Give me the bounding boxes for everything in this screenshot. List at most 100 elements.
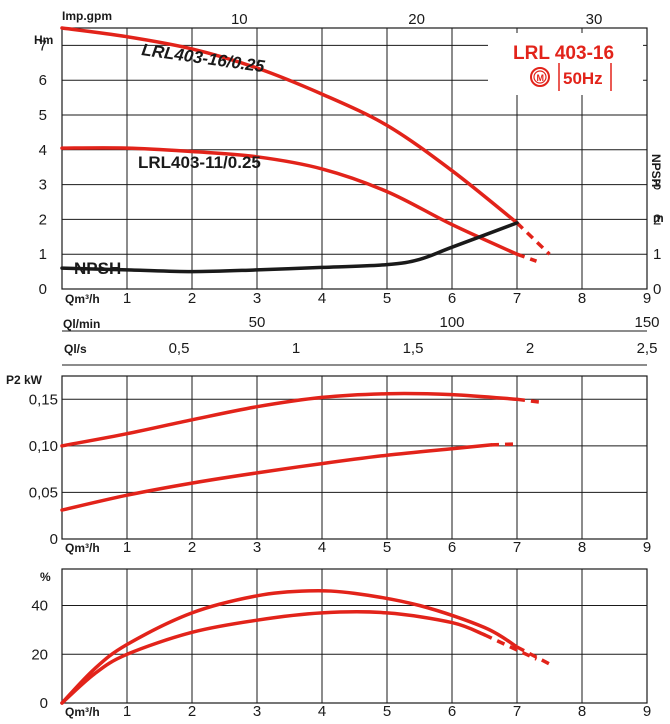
head-frame [61, 27, 648, 290]
y-tick-label: 4 [39, 142, 47, 159]
power-y-ticks: 0 0,05 0,10 0,15 [29, 391, 58, 548]
efficiency-y-label: % [40, 570, 51, 584]
x-tick-label: 5 [383, 290, 391, 307]
x-tick-label: 4 [318, 703, 326, 720]
x-tick-label: 9 [643, 290, 651, 307]
right-tick-label: 3 [653, 177, 661, 194]
y-tick-label: 0,15 [29, 391, 58, 408]
svg-text:Qm³/h: Qm³/h [65, 292, 100, 306]
head-curve-ext-0 [515, 221, 551, 256]
y-tick-label: 5 [39, 107, 47, 124]
head-curve-ext-1 [516, 252, 538, 263]
efficiency-curve-ext-0 [516, 645, 551, 666]
efficiency-grid [62, 569, 647, 703]
y-tick-label: 6 [39, 72, 47, 89]
efficiency-panel: % 0 20 40 Qm³/h 1 2 3 4 5 6 7 8 9 [31, 568, 651, 720]
ql-min-tick-label: 150 [634, 314, 659, 331]
ql-min-tick-label: 100 [439, 314, 464, 331]
power-curve-0 [60, 391, 519, 448]
series-label-lrl403-11: LRL403-11/0.25 [138, 153, 261, 172]
top-tick-label: 20 [408, 11, 425, 28]
right-axis-unit: m [653, 211, 664, 225]
ql-s-tick-label: 2,5 [637, 340, 658, 357]
ql-s-label: Ql/s [64, 342, 87, 356]
npsh-right-ticks: 0 1 2 3 [653, 177, 661, 298]
ql-s-tick-label: 0,5 [169, 340, 190, 357]
x-tick-label: 8 [578, 703, 586, 720]
x-tick-label: 5 [383, 539, 391, 556]
head-y-ticks: 0 1 2 3 4 5 6 7 [39, 37, 47, 298]
right-tick-label: 0 [653, 281, 661, 298]
power-x-ticks: 1 2 3 4 5 6 7 8 9 [123, 539, 651, 556]
power-grid [62, 376, 647, 539]
x-tick-label: 7 [513, 703, 521, 720]
head-panel: Imp.gpm 10 20 30 Hm 0 1 2 3 4 5 6 7 0 1 2 3 NPSH m Q… [34, 9, 664, 307]
x-tick-label: 6 [448, 703, 456, 720]
x-tick-label: 6 [448, 539, 456, 556]
x-tick-label: 6 [448, 290, 456, 307]
x-tick-label: 5 [383, 703, 391, 720]
y-tick-label: 0 [39, 281, 47, 298]
top-tick-label: 30 [586, 11, 603, 28]
y-tick-label: 1 [39, 246, 47, 263]
efficiency-curves [60, 589, 551, 705]
y-tick-label: 0 [50, 531, 58, 548]
efficiency-curve-1 [60, 610, 487, 705]
series-label-npsh: NPSH [74, 259, 121, 278]
y-tick-label: 7 [39, 37, 47, 54]
svg-text:M: M [537, 73, 545, 83]
x-tick-label: 3 [253, 539, 261, 556]
motor-icon: M [530, 67, 550, 87]
y-tick-label: 0 [40, 695, 48, 712]
y-tick-label: 3 [39, 177, 47, 194]
model-badge-bg [488, 33, 643, 95]
efficiency-curve-ext-1 [483, 633, 538, 661]
ql-s-ticks: 0,5 1 1,5 2 2,5 [169, 340, 658, 357]
head-y-label: Hm [34, 33, 53, 47]
power-curve-ext-1 [490, 442, 518, 447]
top-tick-label: 10 [231, 11, 248, 28]
head-curve-1 [60, 146, 519, 256]
y-tick-label: 40 [31, 598, 48, 615]
x-tick-label: 9 [643, 539, 651, 556]
x-tick-label: 2 [188, 703, 196, 720]
frequency-label: 50Hz [563, 69, 603, 88]
y-tick-label: 0,10 [29, 438, 58, 455]
ql-min-label: Ql/min [63, 317, 100, 331]
ql-s-tick-label: 1,5 [403, 340, 424, 357]
top-axis-label: Imp.gpm [62, 9, 112, 23]
x-tick-label: 3 [253, 290, 261, 307]
x-tick-label: 9 [643, 703, 651, 720]
y-tick-label: 2 [39, 211, 47, 228]
efficiency-y-ticks: 0 20 40 [31, 598, 48, 712]
x-tick-label: 8 [578, 290, 586, 307]
power-panel: P2 kW 0 0,05 0,10 0,15 Qm³/h 1 2 3 4 5 6 7 8 9 [6, 373, 651, 556]
y-tick-label: 0,05 [29, 484, 58, 501]
x-tick-label: 4 [318, 290, 326, 307]
head-x-ticks: 1 2 3 4 5 6 7 8 9 [123, 290, 651, 307]
power-curve-1 [60, 443, 493, 512]
power-y-label: P2 kW [6, 373, 43, 387]
top-axis-ticks: 10 20 30 [231, 11, 602, 28]
efficiency-curve-0 [60, 589, 519, 705]
x-tick-label: 4 [318, 539, 326, 556]
ql-s-tick-label: 2 [526, 340, 534, 357]
head-x-label: Qm³/h [65, 292, 100, 306]
head-x-axis-label: Qm³/h [65, 292, 100, 306]
power-curves [60, 391, 541, 512]
model-badge-title: LRL 403-16 [513, 43, 614, 64]
y-tick-label: 20 [31, 646, 48, 663]
x-tick-label: 1 [123, 290, 131, 307]
x-tick-label: 3 [253, 703, 261, 720]
x-tick-label: 2 [188, 290, 196, 307]
power-x-label: Qm³/h [65, 541, 100, 555]
x-tick-label: 8 [578, 539, 586, 556]
right-axis-label: NPSH [649, 154, 663, 187]
x-tick-label: 7 [513, 539, 521, 556]
flow-units-strip: Ql/min Ql/s 50 100 150 0,5 1 1,5 2 2,5 [62, 314, 660, 366]
right-tick-label: 2 [653, 211, 661, 228]
power-frame [61, 375, 648, 540]
head-curve-0 [60, 26, 519, 225]
power-curve-ext-0 [516, 397, 541, 404]
